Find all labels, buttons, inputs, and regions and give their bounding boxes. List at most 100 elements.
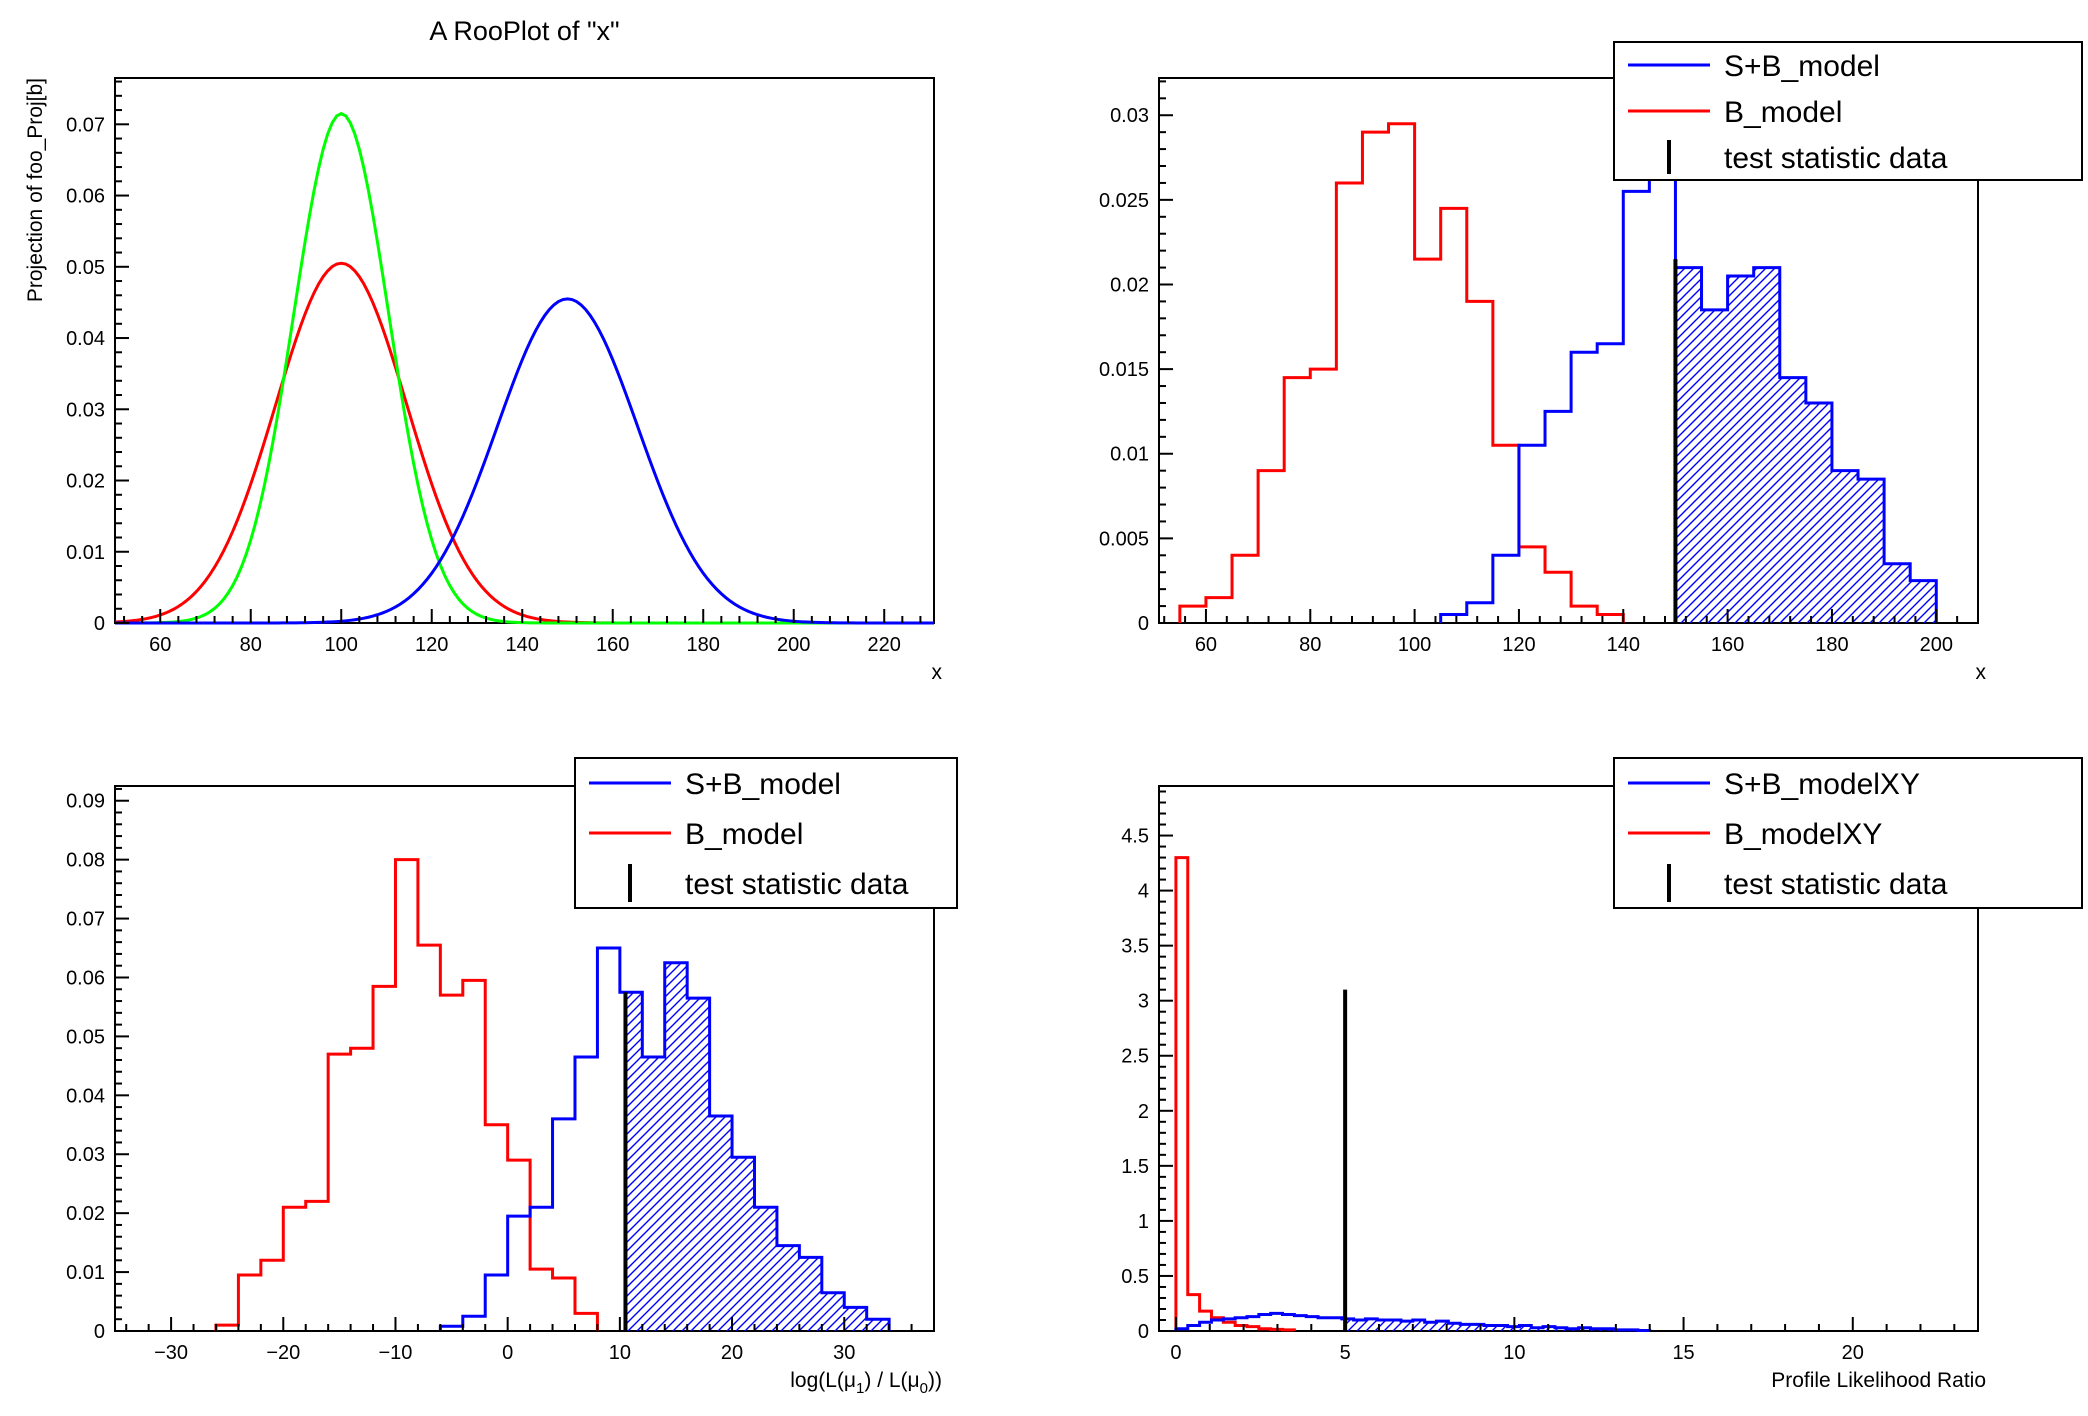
svg-text:180: 180 xyxy=(687,634,720,656)
svg-text:60: 60 xyxy=(149,634,171,656)
series-B_model xyxy=(1178,122,1625,623)
hatch-area-S+B_modelXY xyxy=(1345,1318,1650,1331)
svg-text:0: 0 xyxy=(94,1321,105,1343)
x-axis-title: Profile Likelihood Ratio xyxy=(1771,1369,1986,1392)
svg-text:0: 0 xyxy=(94,613,105,635)
legend-label: B_model xyxy=(1724,96,1842,129)
hatch-area-S+B_model xyxy=(625,962,890,1331)
hatch-area-S+B_model xyxy=(1675,267,1937,623)
legend-label: B_modelXY xyxy=(1724,818,1882,851)
svg-text:220: 220 xyxy=(868,634,901,656)
svg-text:0: 0 xyxy=(1138,613,1149,635)
svg-text:0.07: 0.07 xyxy=(66,909,105,931)
svg-text:0.08: 0.08 xyxy=(66,850,105,872)
chart-profile-likelihood-ratio: 0 5 10 15 20 0 0.5 1 1.5 2 2.5 3 3.5 4 4.5 Profile Like… xyxy=(1121,757,2083,1392)
svg-text:0.5: 0.5 xyxy=(1121,1266,1149,1288)
svg-text:0.02: 0.02 xyxy=(66,1203,105,1225)
pad-profile-likelihood-ratio: 0 5 10 15 20 0 0.5 1 1.5 2 2.5 3 3.5 4 4.5 Profile Like… xyxy=(1044,708,2088,1416)
x-axis-title: log(L(μ1) / L(μ0)) xyxy=(790,1369,942,1397)
svg-text:0.04: 0.04 xyxy=(66,1085,105,1107)
svg-text:0.03: 0.03 xyxy=(66,1144,105,1166)
svg-text:180: 180 xyxy=(1815,634,1848,656)
svg-text:20: 20 xyxy=(721,1342,743,1364)
series-narrow-pdf-green xyxy=(115,111,934,625)
svg-text:0: 0 xyxy=(1138,1321,1149,1343)
svg-text:10: 10 xyxy=(1503,1342,1525,1364)
svg-text:−20: −20 xyxy=(266,1342,300,1364)
svg-text:160: 160 xyxy=(1711,634,1744,656)
series-S+B_modelXY xyxy=(1174,1311,1652,1332)
svg-text:0.03: 0.03 xyxy=(1110,105,1149,127)
x-axis-title: x xyxy=(932,661,943,684)
axis-ticks xyxy=(1159,790,1956,1332)
svg-text:0.01: 0.01 xyxy=(1110,444,1149,466)
tick-labels: 60 80 100 120 140 160 180 200 0 0.005 0.01 0.015 0.0… xyxy=(1099,105,1953,656)
legend-label: test statistic data xyxy=(1724,142,1948,175)
legend-label: S+B_modelXY xyxy=(1724,768,1920,801)
svg-text:−30: −30 xyxy=(154,1342,188,1364)
svg-text:4.5: 4.5 xyxy=(1121,826,1149,848)
svg-text:0.03: 0.03 xyxy=(66,399,105,421)
series-B_model xyxy=(214,858,599,1331)
svg-text:0: 0 xyxy=(502,1342,513,1364)
tick-labels: 0 5 10 15 20 0 0.5 1 1.5 2 2.5 3 3.5 4 4.5 xyxy=(1121,826,1864,1364)
svg-text:160: 160 xyxy=(596,634,629,656)
svg-text:0.05: 0.05 xyxy=(66,257,105,279)
x-axis-title: x xyxy=(1976,661,1987,684)
svg-text:15: 15 xyxy=(1672,1342,1694,1364)
svg-text:0: 0 xyxy=(1170,1342,1181,1364)
svg-text:0.015: 0.015 xyxy=(1099,359,1149,381)
plot-frame xyxy=(1158,77,1979,624)
svg-text:140: 140 xyxy=(1607,634,1640,656)
svg-text:0.06: 0.06 xyxy=(66,186,105,208)
series-B-pdf-red xyxy=(114,261,934,625)
svg-text:30: 30 xyxy=(833,1342,855,1364)
legend-label: B_model xyxy=(685,818,803,851)
svg-text:200: 200 xyxy=(1920,634,1953,656)
axis-ticks xyxy=(1159,80,1979,624)
svg-text:0.09: 0.09 xyxy=(66,791,105,813)
axis-ticks xyxy=(115,787,935,1332)
chart-rooplot-x: 60 80 100 120 140 160 180 200 220 0 0.01 0.02 0.03 0.… xyxy=(24,16,943,684)
svg-text:0.005: 0.005 xyxy=(1099,528,1149,550)
legend-label: S+B_model xyxy=(685,768,841,801)
svg-text:0.02: 0.02 xyxy=(66,471,105,493)
svg-text:3: 3 xyxy=(1138,991,1149,1013)
svg-text:3.5: 3.5 xyxy=(1121,936,1149,958)
series-S+B_model xyxy=(438,946,891,1331)
svg-text:0.02: 0.02 xyxy=(1110,274,1149,296)
svg-text:80: 80 xyxy=(240,634,262,656)
svg-text:100: 100 xyxy=(1398,634,1431,656)
svg-text:10: 10 xyxy=(609,1342,631,1364)
pad-x-test-statistic: 60 80 100 120 140 160 180 200 0 0.005 0.01 0.015 0.0… xyxy=(1044,0,2088,708)
legend-label: test statistic data xyxy=(1724,868,1948,901)
legend-label: S+B_model xyxy=(1724,50,1880,83)
svg-text:0.01: 0.01 xyxy=(66,542,105,564)
svg-text:200: 200 xyxy=(777,634,810,656)
svg-text:2: 2 xyxy=(1138,1101,1149,1123)
plot-frame xyxy=(114,785,935,1332)
svg-text:0.01: 0.01 xyxy=(66,1262,105,1284)
svg-text:0.06: 0.06 xyxy=(66,967,105,989)
series-B_modelXY xyxy=(1174,856,1296,1332)
series-S+B_model xyxy=(1439,172,1938,623)
svg-text:60: 60 xyxy=(1195,634,1217,656)
svg-text:4: 4 xyxy=(1138,881,1149,903)
chart-log-likelihood-ratio: −30 −20 −10 0 10 20 30 0 0.01 0.02 0.03 0.04 0.05 0.0… xyxy=(66,757,958,1397)
svg-text:0.05: 0.05 xyxy=(66,1026,105,1048)
tick-labels: 60 80 100 120 140 160 180 200 220 0 0.01 0.02 0.03 0.… xyxy=(66,114,901,656)
tick-labels: −30 −20 −10 0 10 20 30 0 0.01 0.02 0.03 0.04 0.05 0.0… xyxy=(66,791,855,1364)
svg-text:1: 1 xyxy=(1138,1211,1149,1233)
axis-ticks xyxy=(115,80,922,624)
svg-text:140: 140 xyxy=(506,634,539,656)
svg-text:2.5: 2.5 xyxy=(1121,1046,1149,1068)
svg-text:5: 5 xyxy=(1340,1342,1351,1364)
svg-text:−10: −10 xyxy=(379,1342,413,1364)
svg-text:80: 80 xyxy=(1299,634,1321,656)
svg-text:0.025: 0.025 xyxy=(1099,190,1149,212)
plot-frame xyxy=(114,77,935,624)
svg-text:120: 120 xyxy=(1502,634,1535,656)
